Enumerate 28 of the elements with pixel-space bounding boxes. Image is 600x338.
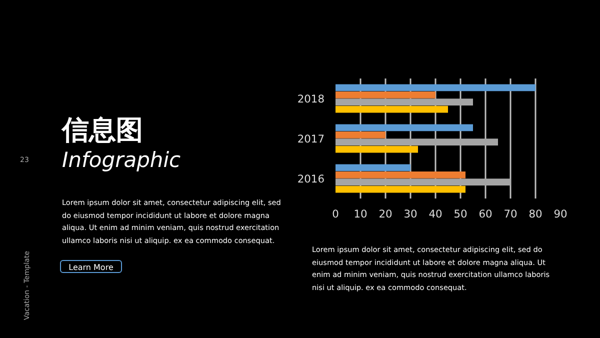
text: Infographic [62, 147, 181, 174]
y-tick-label: 2016 [297, 172, 325, 186]
bar [336, 171, 466, 178]
y-tick-label: 2018 [297, 92, 325, 106]
text: Learn More [60, 260, 122, 273]
x-tick-label: 80 [528, 208, 542, 220]
bar [336, 138, 498, 146]
bar [336, 146, 418, 153]
bar [336, 124, 473, 132]
x-tick-label: 30 [404, 208, 418, 220]
bar [336, 186, 466, 193]
bar [336, 84, 536, 92]
bar [336, 91, 436, 98]
text: 信息图 [62, 115, 143, 146]
x-tick-label: 50 [454, 208, 468, 220]
x-tick-label: 20 [378, 208, 392, 220]
y-tick-label: 2017 [297, 132, 325, 146]
bar [336, 178, 510, 186]
bar [336, 98, 473, 106]
bar [336, 131, 386, 138]
x-tick-label: 40 [428, 208, 442, 220]
x-tick-label: 10 [354, 208, 368, 220]
x-tick-label: 70 [504, 208, 518, 220]
x-tick-label: 90 [554, 208, 568, 220]
bar [336, 164, 410, 172]
x-tick-label: 60 [478, 208, 492, 220]
x-tick-label: 0 [332, 208, 340, 220]
bar [336, 106, 448, 113]
